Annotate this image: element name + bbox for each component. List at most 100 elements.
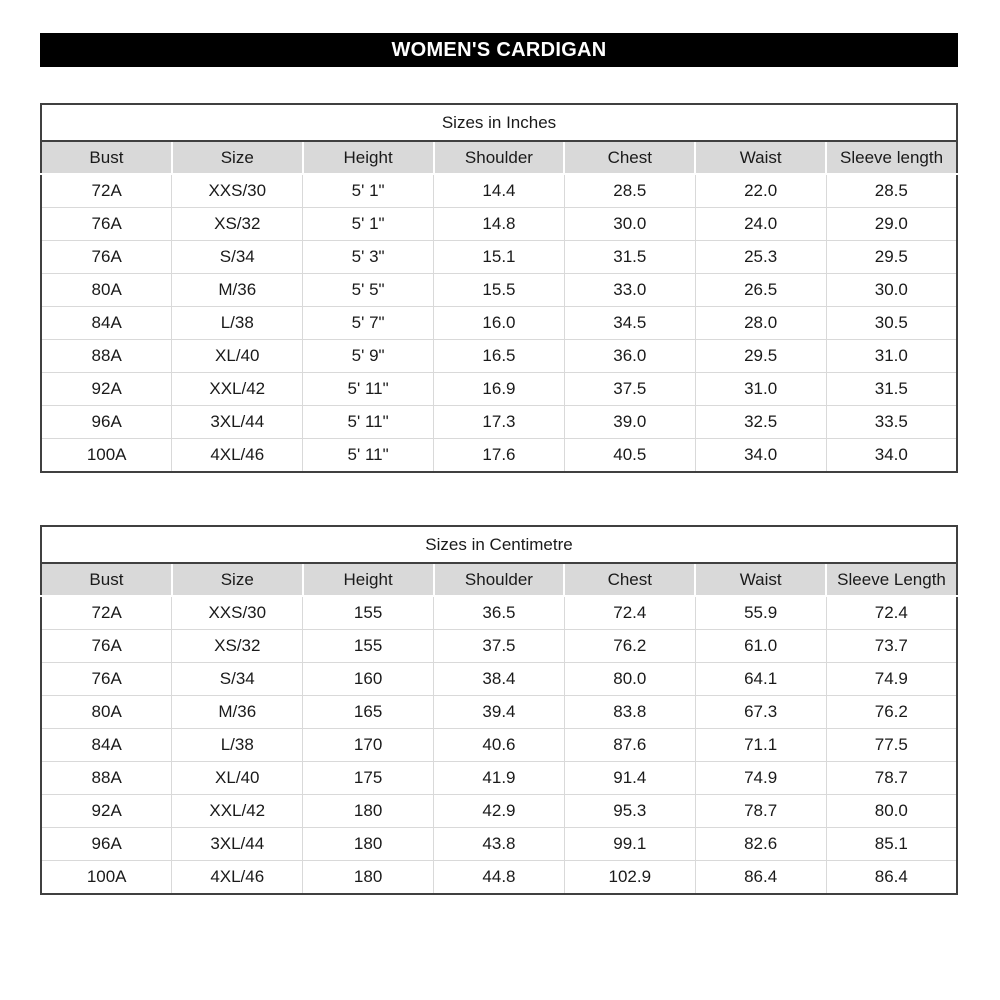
- table-cell: 61.0: [694, 629, 827, 663]
- column-header: Bust: [41, 141, 172, 175]
- table-cell: 55.9: [694, 596, 827, 630]
- table-cell: 78.7: [825, 761, 957, 795]
- table-cell: 175: [302, 761, 435, 795]
- table-cell: 5' 11": [302, 438, 435, 472]
- table-cell: 76A: [41, 629, 173, 663]
- table-row: 76A XS/32 5' 1" 14.8 30.0 24.0 29.0: [41, 207, 957, 241]
- tables-container: Sizes in Inches Bust Size Height Shoulder Che…: [40, 103, 958, 895]
- table-cell: 16.5: [433, 339, 565, 373]
- table-cell: 36.5: [433, 596, 565, 630]
- table-cell: 14.8: [433, 207, 565, 241]
- table-row: 96A 3XL/44 180 43.8 99.1 82.6 85.1: [41, 827, 957, 861]
- table-cell: 30.0: [563, 207, 696, 241]
- table-cell: 155: [302, 629, 435, 663]
- table-cell: 34.0: [694, 438, 827, 472]
- table-cell: 28.0: [694, 306, 827, 340]
- table-cell: 180: [302, 794, 435, 828]
- table-cell: 43.8: [433, 827, 565, 861]
- table-cell: 34.0: [825, 438, 957, 472]
- table-cell: 40.6: [433, 728, 565, 762]
- table-cell: 180: [302, 827, 435, 861]
- table-cell: 80.0: [825, 794, 957, 828]
- table-cell: 37.5: [433, 629, 565, 663]
- table-row: 84A L/38 170 40.6 87.6 71.1 77.5: [41, 728, 957, 762]
- table-cell: 39.0: [563, 405, 696, 439]
- table-cell: 76A: [41, 207, 173, 241]
- table-cell: 73.7: [825, 629, 957, 663]
- table-cell: 5' 1": [302, 174, 435, 208]
- table-caption-row: Sizes in Centimetre: [41, 526, 957, 564]
- table-cell: 17.6: [433, 438, 565, 472]
- size-table-inches: Sizes in Inches Bust Size Height Shoulder Che…: [40, 103, 958, 473]
- table-cell: 42.9: [433, 794, 565, 828]
- table-cell: 4XL/46: [171, 860, 304, 894]
- table-cell: 71.1: [694, 728, 827, 762]
- table-cell: 74.9: [825, 662, 957, 696]
- table-cell: 85.1: [825, 827, 957, 861]
- table-cell: 22.0: [694, 174, 827, 208]
- table-row: 76A XS/32 155 37.5 76.2 61.0 73.7: [41, 629, 957, 663]
- table-row: 100A 4XL/46 180 44.8 102.9 86.4 86.4: [41, 860, 957, 894]
- table-cell: 74.9: [694, 761, 827, 795]
- table-cell: 31.5: [825, 372, 957, 406]
- table-cell: 4XL/46: [171, 438, 304, 472]
- table-cell: XXL/42: [171, 794, 304, 828]
- table-row: 88A XL/40 5' 9" 16.5 36.0 29.5 31.0: [41, 339, 957, 373]
- table-cell: 28.5: [825, 174, 957, 208]
- table-row: 92A XXL/42 180 42.9 95.3 78.7 80.0: [41, 794, 957, 828]
- table-cell: M/36: [171, 695, 304, 729]
- table-cell: 17.3: [433, 405, 565, 439]
- table-cell: 31.0: [825, 339, 957, 373]
- table-cell: 67.3: [694, 695, 827, 729]
- table-row: 88A XL/40 175 41.9 91.4 74.9 78.7: [41, 761, 957, 795]
- column-header: Height: [301, 563, 434, 597]
- column-header: Chest: [563, 563, 696, 597]
- table-cell: M/36: [171, 273, 304, 307]
- table-cell: 87.6: [563, 728, 696, 762]
- table-cell: 76.2: [563, 629, 696, 663]
- table-cell: 77.5: [825, 728, 957, 762]
- table-cell: XL/40: [171, 761, 304, 795]
- table-cell: 165: [302, 695, 435, 729]
- column-header: Sleeve Length: [825, 563, 957, 597]
- table-cell: 180: [302, 860, 435, 894]
- table-cell: 30.5: [825, 306, 957, 340]
- table-cell: 39.4: [433, 695, 565, 729]
- column-header: Height: [301, 141, 434, 175]
- table-cell: 95.3: [563, 794, 696, 828]
- table-cell: 14.4: [433, 174, 565, 208]
- column-header: Size: [170, 563, 303, 597]
- table-cell: 5' 7": [302, 306, 435, 340]
- table-cell: 5' 1": [302, 207, 435, 241]
- table-cell: 5' 11": [302, 372, 435, 406]
- table-cell: 80A: [41, 695, 173, 729]
- table-cell: S/34: [171, 662, 304, 696]
- table-cell: 88A: [41, 761, 173, 795]
- table-header-row: Bust Size Height Shoulder Chest Waist Sleeve L…: [41, 563, 957, 597]
- table-cell: 30.0: [825, 273, 957, 307]
- table-cell: 100A: [41, 860, 173, 894]
- table-cell: 82.6: [694, 827, 827, 861]
- table-caption: Sizes in Inches: [41, 104, 957, 142]
- table-cell: XL/40: [171, 339, 304, 373]
- table-cell: 29.5: [694, 339, 827, 373]
- table-cell: 32.5: [694, 405, 827, 439]
- table-cell: 72.4: [563, 596, 696, 630]
- table-row: 80A M/36 5' 5" 15.5 33.0 26.5 30.0: [41, 273, 957, 307]
- table-cell: 92A: [41, 794, 173, 828]
- table-cell: 5' 9": [302, 339, 435, 373]
- column-header: Shoulder: [432, 563, 565, 597]
- column-header: Chest: [563, 141, 696, 175]
- table-cell: S/34: [171, 240, 304, 274]
- table-cell: 16.0: [433, 306, 565, 340]
- table-cell: 86.4: [694, 860, 827, 894]
- table-caption: Sizes in Centimetre: [41, 526, 957, 564]
- table-cell: 28.5: [563, 174, 696, 208]
- table-cell: 80.0: [563, 662, 696, 696]
- table-cell: 100A: [41, 438, 173, 472]
- table-cell: 91.4: [563, 761, 696, 795]
- column-header: Waist: [694, 563, 827, 597]
- table-cell: 86.4: [825, 860, 957, 894]
- table-cell: 72.4: [825, 596, 957, 630]
